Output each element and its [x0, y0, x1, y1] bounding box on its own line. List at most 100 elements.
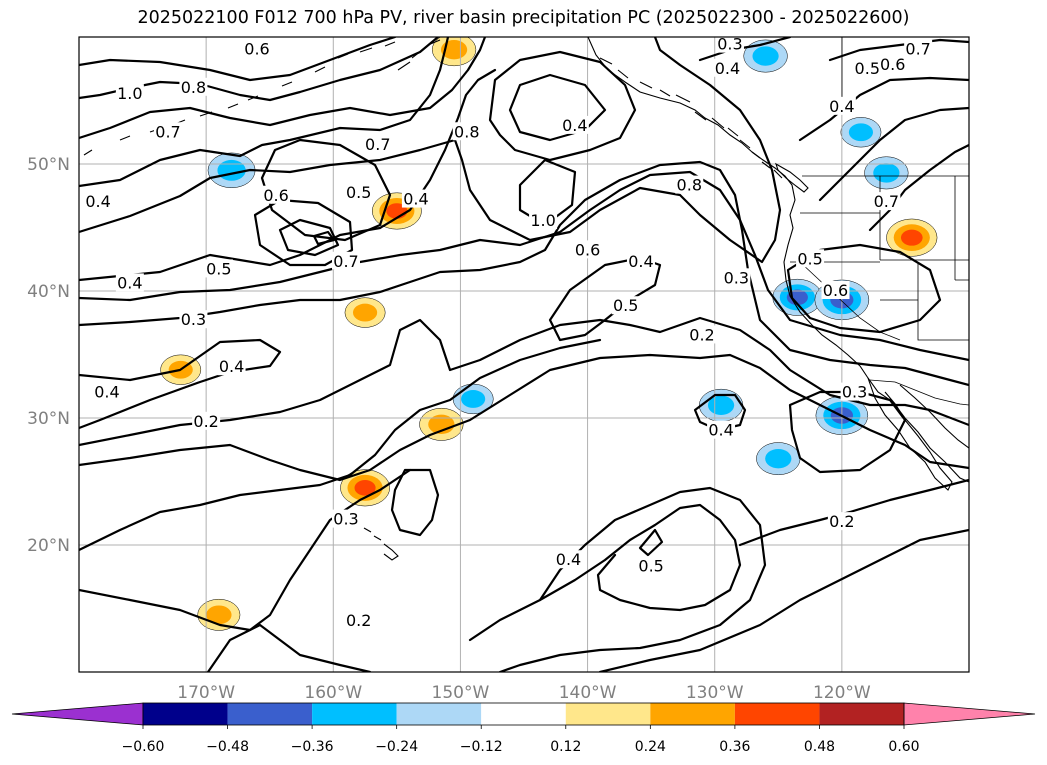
pv-contours [79, 37, 969, 672]
contour-label: 0.4 [94, 383, 119, 402]
precip-pc-area [217, 159, 246, 181]
pv-contour [738, 478, 969, 547]
contour-label-bg [529, 211, 558, 230]
pv-contour [79, 170, 969, 362]
pv-contour [253, 198, 354, 267]
contour-label-bg [452, 122, 481, 141]
contour-label: 0.7 [874, 192, 899, 211]
pv-contour [518, 158, 577, 227]
contour-label: 0.5 [613, 296, 638, 315]
colorbar-tick-label: −0.24 [375, 739, 418, 755]
lon-tick-label: 140°W [559, 683, 617, 703]
contour-label-bg [827, 512, 856, 531]
contour-label-bg [344, 611, 373, 630]
precip-pc-area [354, 480, 376, 496]
border-state-lines [790, 176, 969, 341]
lat-tick-label: 30°N [27, 409, 70, 429]
pv-contour [868, 143, 969, 232]
contour-label-bg [796, 249, 825, 268]
contour-label-bg [179, 310, 208, 329]
contour-label: 0.7 [155, 122, 180, 141]
contour-label: 0.5 [638, 557, 663, 576]
contour-label-bg [853, 58, 882, 77]
contour-label-bg [840, 382, 869, 401]
contour-label: 0.4 [562, 116, 587, 135]
contour-label: 0.7 [905, 40, 930, 59]
colorbar-segment [481, 703, 566, 725]
pv-contour [79, 37, 487, 140]
pv-contour [598, 528, 969, 672]
political-borders [790, 37, 969, 406]
lat-tick-label: 50°N [27, 155, 70, 175]
colorbar-segment [565, 703, 651, 725]
contour-label-bg [262, 185, 291, 204]
contour-label-bg [192, 411, 221, 430]
pv-contour [538, 503, 742, 612]
colorbar-tick-label: 0.24 [635, 739, 666, 755]
pv-contour [206, 623, 372, 672]
pv-contour [638, 528, 664, 557]
coastline-gulf-of-california [899, 384, 969, 449]
precip-pc-area [206, 605, 232, 625]
colorbar-segment [650, 703, 735, 725]
contour-label: 0.5 [206, 259, 231, 278]
contour-label-bg [573, 240, 602, 259]
contour-label-bg [115, 273, 144, 292]
contour-label: 0.2 [689, 325, 714, 344]
contour-label-bg [344, 183, 373, 202]
colorbar-segment [396, 703, 482, 725]
contour-label: 0.6 [244, 40, 269, 59]
contour-label: 0.4 [829, 97, 854, 116]
colorbar-tick-label: 0.60 [888, 739, 919, 755]
contour-label: 0.3 [724, 268, 749, 287]
colorbar-tick-label: −0.12 [460, 739, 503, 755]
contour-label-bg [332, 509, 360, 528]
pv-contour [818, 106, 969, 202]
colorbar-tick-label: 0.48 [804, 739, 835, 755]
colorbar-tick-label: −0.48 [206, 739, 249, 755]
contour-label: 0.4 [556, 550, 581, 569]
precip-pc-area [848, 123, 874, 142]
contour-label-bg [637, 556, 666, 575]
contour-label: 0.5 [797, 249, 822, 268]
contour-label-bg [243, 39, 271, 58]
contour-label-bg [84, 192, 113, 211]
map-background [79, 37, 969, 672]
coastline-vancouver-island [775, 162, 809, 193]
pv-contour [79, 338, 282, 430]
pv-contour [693, 393, 747, 432]
contour-label: 0.3 [181, 310, 206, 329]
graticule [79, 37, 969, 672]
contour-label: 0.6 [263, 186, 288, 205]
lon-tick-label: 130°W [686, 683, 744, 703]
contour-label: 0.2 [193, 412, 218, 431]
contour-label: 0.4 [708, 421, 733, 440]
axis-ticks: 170°W 160°W 150°W 140°W 130°W 120°W 50°N 40°N 30… [27, 155, 871, 703]
contour-label-bg [715, 34, 744, 53]
lat-tick-label: 20°N [27, 536, 70, 556]
pv-contour [79, 68, 497, 282]
lon-tick-label: 160°W [304, 683, 362, 703]
contour-label-bg [713, 58, 742, 77]
contour-label-bg [722, 268, 751, 287]
contour-label-bg [154, 122, 182, 141]
colorbar-tick-label: 0.12 [550, 739, 581, 755]
contour-label-bg [611, 296, 640, 315]
contour-label: 0.4 [628, 252, 653, 271]
colorbar-tick-label: −0.60 [122, 739, 165, 755]
contour-label-bg [878, 54, 907, 73]
pv-contour [698, 37, 792, 62]
contour-label: 1.0 [117, 84, 142, 103]
contour-label: 0.3 [717, 35, 742, 54]
pv-contour [79, 160, 969, 387]
contour-label: 0.3 [842, 383, 867, 402]
colorbar-extend-high [903, 702, 1036, 726]
pv-contour [278, 218, 340, 257]
contour-label-bg [554, 550, 583, 569]
contour-label: 0.2 [346, 611, 371, 630]
pv-contour [79, 37, 450, 188]
lon-tick-label: 120°W [813, 683, 871, 703]
pv-contour [79, 338, 602, 552]
pv-contour [79, 468, 412, 632]
colorbar-tick-label: −0.36 [291, 739, 334, 755]
